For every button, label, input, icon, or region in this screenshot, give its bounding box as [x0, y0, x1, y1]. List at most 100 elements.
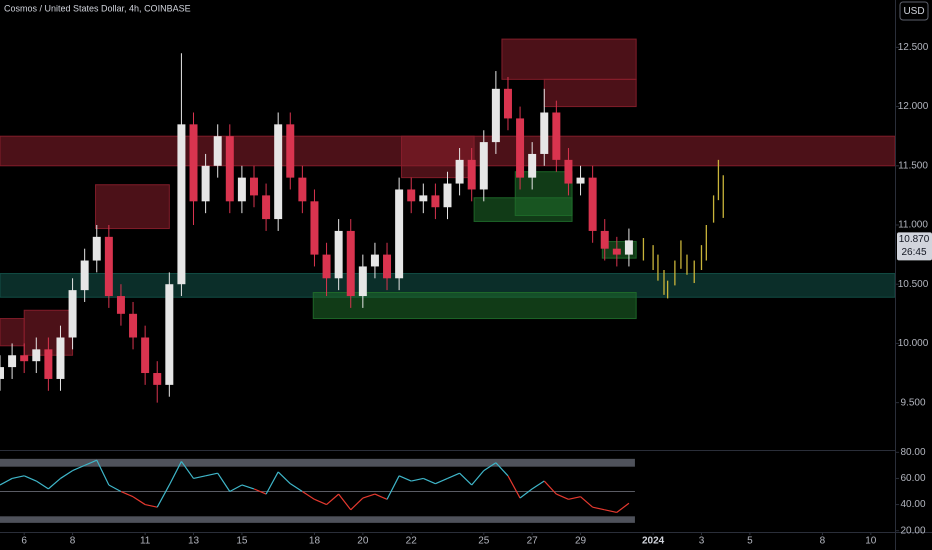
x-tick-label: 27: [527, 536, 539, 547]
candle-body: [262, 195, 271, 220]
y-tick-label: 80.00: [900, 447, 925, 458]
last-price-label: 10.870: [899, 234, 930, 245]
rsi-segment: [180, 461, 195, 479]
plot-layer: [0, 53, 724, 523]
x-tick-label: 6: [21, 536, 27, 547]
rsi-segment: [568, 496, 581, 500]
x-tick-label: 10: [865, 536, 877, 547]
currency-button[interactable]: [899, 1, 929, 21]
y-tick-label: 10.500: [898, 279, 929, 290]
candle-body: [576, 177, 585, 184]
y-tick-label: 12.000: [898, 101, 929, 112]
candle-body: [358, 266, 367, 297]
candle-body: [528, 153, 537, 178]
rsi-segment: [531, 480, 545, 490]
candle-body: [20, 355, 29, 362]
rsi-segment: [350, 497, 364, 511]
rsi-segment: [60, 470, 73, 479]
zone: [514, 171, 573, 217]
candle-body: [322, 254, 331, 279]
rsi-segment: [314, 498, 327, 506]
candle-body: [612, 248, 621, 255]
rsi-segment: [253, 488, 267, 495]
zone: [0, 318, 25, 347]
zone: [501, 38, 637, 80]
candle-body: [80, 260, 89, 291]
zone: [312, 292, 637, 320]
rsi-segment: [398, 475, 412, 482]
candle-body: [225, 136, 234, 202]
candle-body: [540, 112, 549, 154]
zone: [401, 135, 475, 179]
candle-body: [44, 349, 53, 379]
x-tick-label: 29: [575, 536, 587, 547]
rsi-segment: [156, 484, 170, 508]
y-tick-label: 40.00: [900, 499, 925, 510]
candle-body: [443, 183, 452, 208]
candle-body: [141, 337, 150, 374]
y-tick-label: 9.500: [900, 397, 925, 408]
rsi-segment: [265, 471, 279, 495]
candle-body: [153, 373, 162, 385]
last-price-box: [897, 232, 932, 261]
candle-body: [334, 230, 343, 279]
currency-label[interactable]: USD: [903, 6, 924, 17]
rsi-band: [0, 458, 635, 467]
rsi-segment: [205, 472, 218, 477]
x-tick-label: 8: [820, 536, 826, 547]
y-tick-label: 11.500: [898, 160, 928, 171]
rsi-segment: [411, 477, 424, 482]
candle-body: [370, 254, 379, 267]
rsi-segment: [592, 506, 605, 511]
rsi-band: [0, 516, 635, 523]
candle-body: [0, 367, 4, 379]
candle-body: [407, 189, 416, 202]
y-tick-label: 60.00: [900, 473, 925, 484]
x-tick-label: 11: [140, 536, 151, 547]
candle-body: [431, 195, 440, 208]
candle-body: [237, 177, 246, 202]
rsi-segment: [326, 493, 340, 506]
candle-body: [516, 118, 525, 178]
rsi-segment: [604, 509, 617, 513]
candle-body: [419, 195, 428, 202]
x-tick-label: 22: [406, 536, 418, 547]
x-tick-label: 13: [188, 536, 200, 547]
rsi-segment: [108, 484, 122, 493]
rsi-segment: [84, 459, 97, 466]
rsi-segment: [302, 490, 315, 500]
candle-body: [104, 236, 113, 297]
rsi-segment: [132, 496, 146, 506]
rsi-segment: [72, 464, 85, 472]
candle-body: [286, 124, 295, 178]
y-tick-label: 11.000: [898, 220, 928, 231]
rsi-segment: [168, 461, 182, 486]
rsi-segment: [289, 483, 303, 493]
candle-body: [552, 112, 561, 160]
zone: [95, 184, 170, 230]
candle-body: [346, 230, 355, 297]
rsi-segment: [507, 475, 521, 499]
rsi-segment: [543, 480, 557, 495]
x-tick-label: 18: [309, 536, 321, 547]
candle-body: [92, 236, 101, 261]
candle-body: [68, 290, 77, 338]
axis-layer: 9.500 10.000 10.500 11.000 11.500 12.000 12.50…: [21, 42, 932, 547]
rsi-segment: [362, 493, 376, 499]
candle-body: [8, 355, 17, 368]
rsi-segment: [23, 475, 37, 482]
rsi-segment: [193, 475, 206, 480]
rsi-segment: [229, 484, 243, 493]
countdown-label: 26:45: [901, 247, 926, 258]
candle-body: [467, 159, 476, 190]
rsi-segment: [435, 477, 448, 485]
rsi-segment: [374, 493, 388, 500]
candle-body: [479, 142, 488, 190]
x-tick-label: 20: [357, 536, 369, 547]
y-tick-label: 10.000: [898, 338, 929, 349]
candle-body: [201, 165, 210, 202]
candle-body: [177, 124, 186, 285]
x-tick-label: 5: [747, 536, 753, 547]
x-tick-label: 25: [478, 536, 490, 547]
